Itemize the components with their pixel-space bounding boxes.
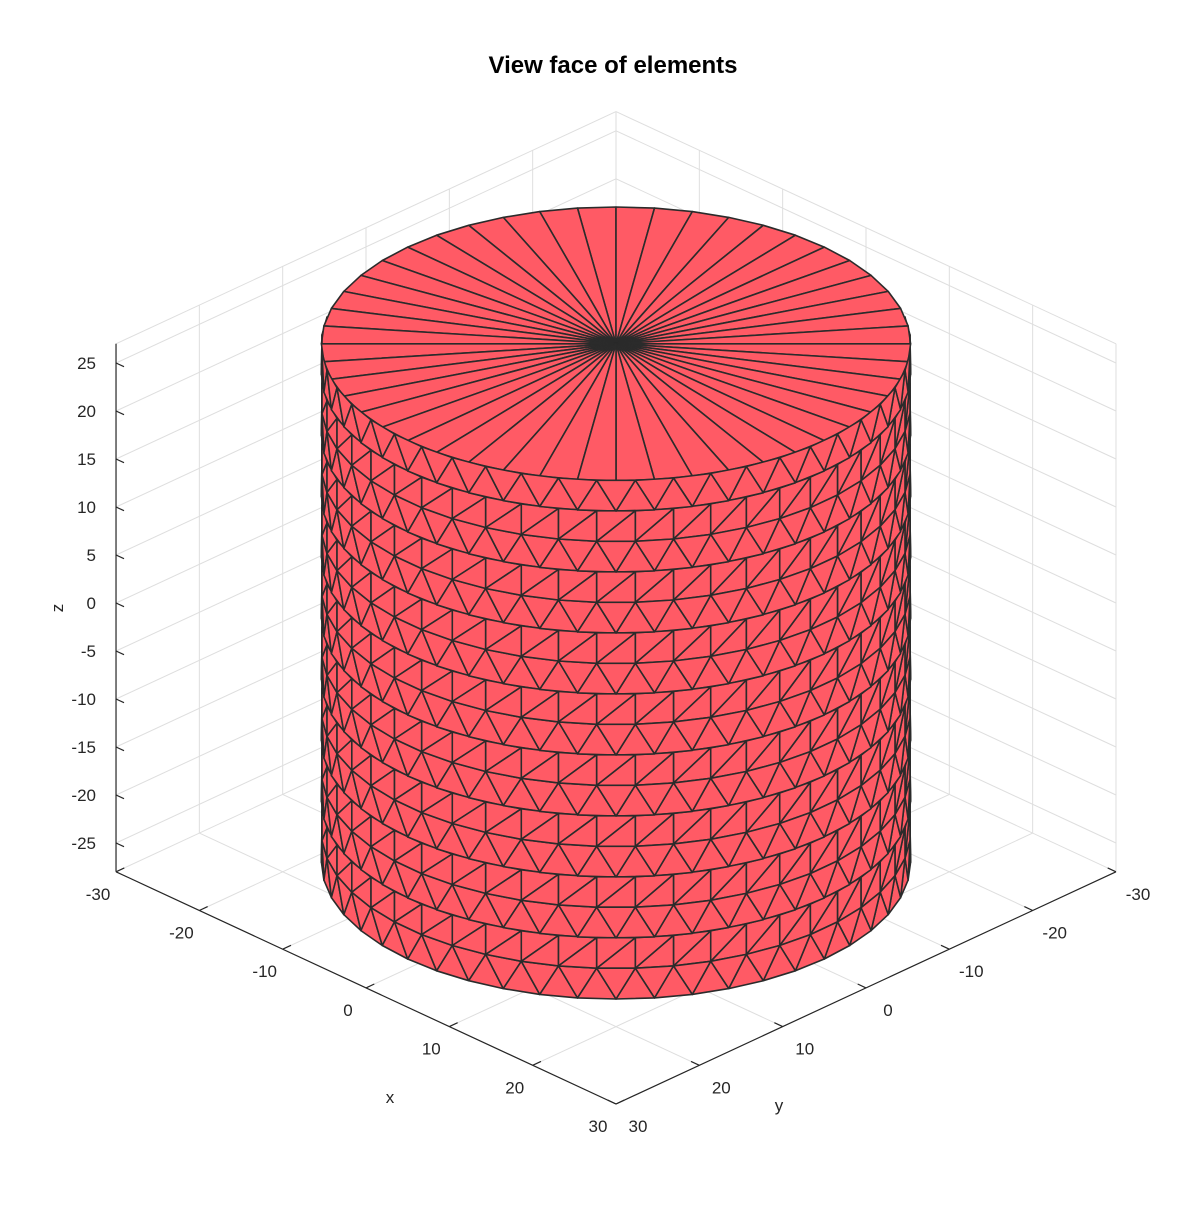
y-tick-label: 0 — [883, 1001, 892, 1020]
mesh-face — [595, 784, 637, 817]
z-tick — [115, 842, 125, 848]
mesh-face — [595, 845, 637, 878]
y-axis-label: y — [775, 1096, 784, 1115]
x-tick — [282, 944, 292, 950]
y-tick — [940, 944, 950, 950]
z-tick-label: -20 — [71, 786, 96, 805]
z-tick — [115, 746, 125, 752]
x-tick-label: -20 — [169, 924, 194, 943]
tick-layer: 25 20 15 10 5 0 -5 -10 -15 -20 -25 -30 -20 -10 0 10 20 30… — [71, 354, 1150, 1136]
z-tick — [115, 698, 125, 704]
y-tick-label: 20 — [712, 1078, 731, 1097]
x-tick-label: -30 — [86, 885, 111, 904]
mesh-face — [595, 662, 637, 695]
z-axis-label: z — [48, 604, 67, 613]
y-tick-label: 30 — [629, 1117, 648, 1136]
mesh-face — [595, 601, 637, 634]
z-tick — [115, 794, 125, 800]
y-tick-label: -10 — [959, 962, 984, 981]
z-tick — [115, 410, 125, 416]
z-tick — [115, 554, 125, 560]
x-tick — [115, 867, 125, 873]
y-tick — [857, 983, 867, 989]
z-tick-label: 10 — [77, 498, 96, 517]
z-tick — [115, 458, 125, 464]
z-tick — [115, 650, 125, 656]
y-tick — [1024, 906, 1033, 912]
z-tick-label: 5 — [87, 546, 96, 565]
y-tick-label: -20 — [1042, 924, 1067, 943]
z-tick-label: -10 — [71, 690, 96, 709]
z-tick — [115, 362, 125, 368]
x-tick-label: 20 — [505, 1078, 524, 1097]
mesh-surface — [320, 206, 912, 1000]
grid-line — [115, 130, 617, 364]
z-tick-label: 15 — [77, 450, 96, 469]
z-tick — [115, 602, 125, 608]
y-tick — [607, 1099, 617, 1105]
z-tick-label: -15 — [71, 738, 96, 757]
y-tick-label: 10 — [795, 1040, 814, 1059]
y-tick — [774, 1022, 783, 1028]
x-tick — [449, 1022, 458, 1028]
x-tick-label: -10 — [252, 962, 277, 981]
y-tick — [690, 1060, 700, 1066]
mesh-face — [595, 723, 637, 756]
box-edge — [615, 111, 1117, 345]
x-axis-label: x — [386, 1088, 395, 1107]
x-tick-label: 0 — [343, 1001, 352, 1020]
x-tick-label: 30 — [589, 1117, 608, 1136]
mesh-face — [595, 540, 637, 573]
x-tick — [199, 906, 208, 912]
chart-title: View face of elements — [488, 52, 738, 79]
grid-line — [615, 130, 1117, 364]
z-tick-label: -5 — [81, 642, 96, 661]
x-tick — [615, 1099, 625, 1105]
x-tick — [532, 1060, 542, 1066]
z-tick — [115, 506, 125, 512]
mesh-face — [595, 906, 637, 939]
mesh-face — [595, 967, 637, 1000]
mesh-face — [595, 479, 637, 512]
x-tick — [365, 983, 375, 989]
z-tick-label: 20 — [77, 402, 96, 421]
y-tick — [1107, 867, 1117, 873]
y-tick-label: -30 — [1126, 885, 1151, 904]
box-edge — [115, 111, 617, 345]
z-tick-label: -25 — [71, 834, 96, 853]
z-tick-label: 0 — [87, 594, 96, 613]
z-tick-label: 25 — [77, 354, 96, 373]
x-tick-label: 10 — [422, 1040, 441, 1059]
